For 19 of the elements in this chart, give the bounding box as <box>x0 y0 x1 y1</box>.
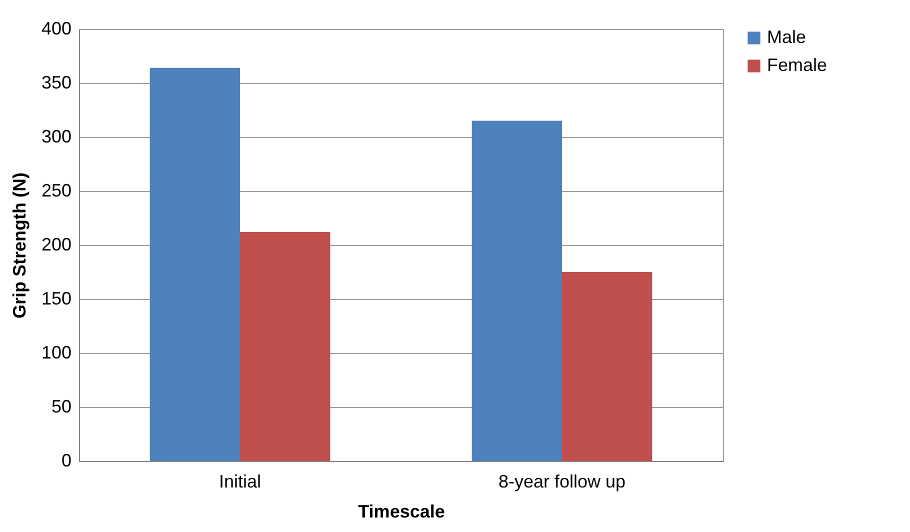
legend-label: Female <box>767 55 828 75</box>
y-tick-label: 200 <box>41 234 72 254</box>
y-tick-label: 300 <box>41 126 72 146</box>
x-tick-label: Initial <box>218 472 262 492</box>
bar <box>562 272 652 461</box>
bar <box>150 68 240 461</box>
x-axis-title: Timescale <box>358 502 445 522</box>
y-tick-label: 0 <box>61 450 72 470</box>
x-tick-label: 8-year follow up <box>498 472 626 492</box>
y-axis-title: Grip Strength (N) <box>9 172 30 318</box>
y-tick-label: 400 <box>41 18 72 38</box>
y-tick-label: 250 <box>41 180 72 200</box>
y-tick-label: 150 <box>41 288 72 308</box>
y-tick-label: 350 <box>41 72 72 92</box>
y-tick-label: 100 <box>41 342 72 362</box>
legend-label: Male <box>767 27 806 47</box>
bar <box>472 120 562 461</box>
y-tick-label: 50 <box>51 396 72 416</box>
bar <box>240 232 330 461</box>
